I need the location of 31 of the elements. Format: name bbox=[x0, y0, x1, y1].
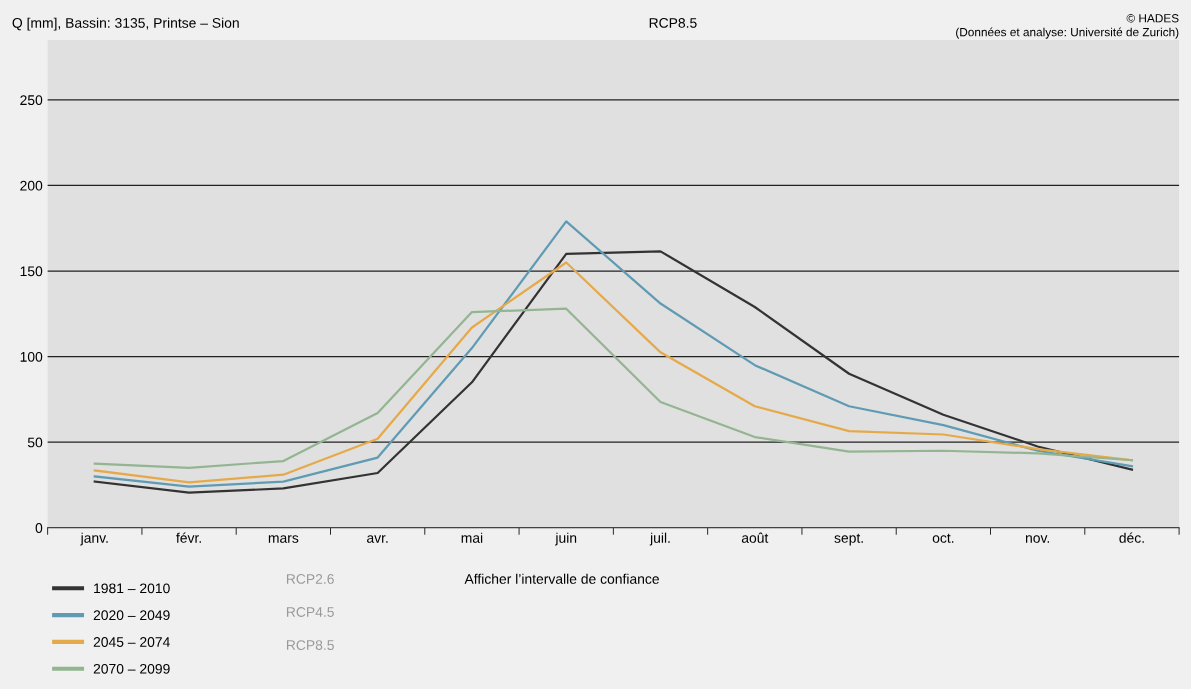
y-tick-label: 150 bbox=[20, 266, 43, 277]
x-tick-label: juin bbox=[555, 532, 577, 546]
y-tick-label: 0 bbox=[35, 523, 43, 533]
x-tick-label: avr. bbox=[367, 535, 388, 543]
text: Afficher l’intervalle de confiance bbox=[464, 573, 659, 584]
text: © HADES bbox=[1126, 14, 1179, 23]
x-tick-label: juil. bbox=[649, 532, 670, 546]
y-tick-label: 200 bbox=[20, 180, 43, 191]
text: RCP8.5 bbox=[649, 18, 697, 28]
y-tick-label: 250 bbox=[20, 95, 43, 106]
line-series bbox=[93, 307, 1134, 469]
legend-label: 1981 – 2010 bbox=[94, 583, 170, 594]
x-tick-label: août bbox=[741, 532, 769, 543]
x-tick-label: sept. bbox=[834, 533, 863, 546]
y-tick-label: 100 bbox=[20, 351, 43, 362]
text: RCP4.5 bbox=[286, 607, 334, 617]
legend-label: 2045 – 2074 bbox=[93, 637, 170, 647]
x-tick-label: mai bbox=[461, 532, 483, 543]
x-tick-label: janv. bbox=[80, 532, 108, 546]
text: RCP8.5 bbox=[286, 640, 334, 651]
legend-label: 2070 – 2099 bbox=[93, 663, 170, 674]
x-tick-label: mars bbox=[268, 535, 299, 543]
text: RCP2.6 bbox=[286, 574, 334, 584]
legend-label: 2020 – 2049 bbox=[93, 610, 170, 621]
x-tick-label: févr. bbox=[176, 532, 201, 543]
y-tick-label: 50 bbox=[27, 437, 43, 448]
x-tick-label: déc. bbox=[1119, 532, 1144, 543]
chart-title: Q [mm], Bassin: 3135, Printse – Sion bbox=[12, 17, 239, 31]
x-tick-label: nov. bbox=[1025, 535, 1050, 543]
text: (Données et analyse: Université de Zurich) bbox=[956, 27, 1179, 39]
x-tick-label: oct. bbox=[932, 533, 954, 543]
